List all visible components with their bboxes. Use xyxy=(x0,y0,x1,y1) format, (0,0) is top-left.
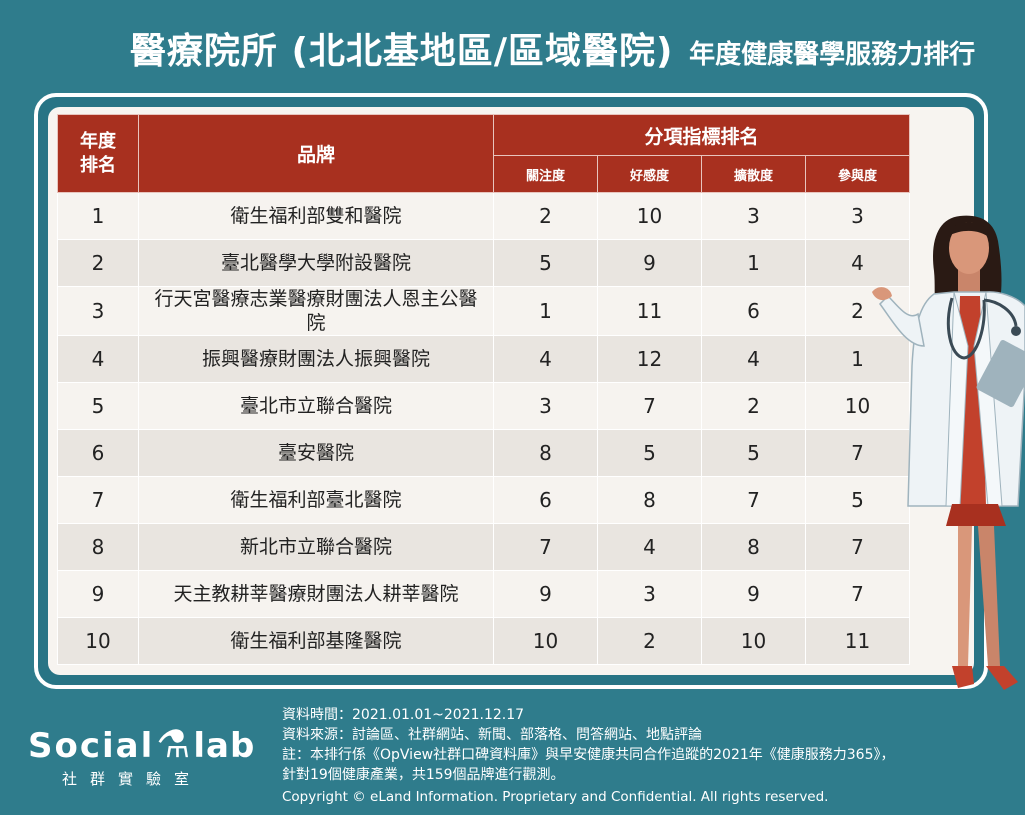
cell-brand: 臺安醫院 xyxy=(138,429,494,477)
cell-rank: 4 xyxy=(57,335,139,383)
cell-engagement: 1 xyxy=(804,335,911,383)
copyright: Copyright © eLand Information. Proprieta… xyxy=(282,789,829,805)
logo-name: Social⚗lab xyxy=(28,722,256,766)
cell-engagement: 10 xyxy=(804,382,911,430)
cell-rank: 2 xyxy=(57,239,139,287)
header-spread: 擴散度 xyxy=(701,155,806,193)
header-engagement: 參與度 xyxy=(804,155,911,193)
cell-favorability: 4 xyxy=(597,523,702,571)
page-title: 醫療院所 (北北基地區/區域醫院) 年度健康醫學服務力排行 xyxy=(0,22,1025,74)
cell-rank: 7 xyxy=(57,476,139,524)
cell-engagement: 7 xyxy=(804,570,911,618)
cell-rank: 1 xyxy=(57,192,139,240)
header-sub-indicators: 分項指標排名 xyxy=(492,114,911,156)
footnotes: 資料時間：2021.01.01~2021.12.17 資料來源：討論區、社群網站… xyxy=(282,705,894,807)
cell-spread: 5 xyxy=(701,429,806,477)
cell-rank: 9 xyxy=(57,570,139,618)
data-source: 資料來源：討論區、社群網站、新聞、部落格、問答網站、地點評論 xyxy=(282,727,702,743)
cell-favorability: 10 xyxy=(597,192,702,240)
cell-engagement: 11 xyxy=(804,617,911,665)
header-rank-line1: 年度 xyxy=(80,130,116,152)
cell-engagement: 7 xyxy=(804,523,911,571)
cell-attention: 4 xyxy=(493,335,598,383)
table-row: 10 衛生福利部基隆醫院 10 2 10 11 xyxy=(57,617,911,665)
cell-engagement: 4 xyxy=(804,239,911,287)
cell-spread: 8 xyxy=(701,523,806,571)
cell-favorability: 5 xyxy=(597,429,702,477)
cell-attention: 10 xyxy=(493,617,598,665)
table-row: 9 天主教耕莘醫療財團法人耕莘醫院 9 3 9 7 xyxy=(57,570,911,618)
cell-favorability: 12 xyxy=(597,335,702,383)
header-rank-line2: 排名 xyxy=(80,154,116,176)
cell-spread: 3 xyxy=(701,192,806,240)
title-sub: 年度健康醫學服務力排行 xyxy=(689,40,976,70)
note-line-2: 針對19個健康產業，共159個品牌進行觀測。 xyxy=(282,767,565,783)
note-line-1: 註：本排行係《OpView社群口碑資料庫》與早安健康共同合作追蹤的2021年《健… xyxy=(282,747,895,763)
cell-brand: 臺北醫學大學附設醫院 xyxy=(138,239,494,287)
table-row: 1 衛生福利部雙和醫院 2 10 3 3 xyxy=(57,192,911,240)
cell-favorability: 9 xyxy=(597,239,702,287)
table-row: 2 臺北醫學大學附設醫院 5 9 1 4 xyxy=(57,239,911,287)
cell-attention: 9 xyxy=(493,570,598,618)
cell-favorability: 8 xyxy=(597,476,702,524)
cell-attention: 2 xyxy=(493,192,598,240)
cell-rank: 10 xyxy=(57,617,139,665)
table-row: 8 新北市立聯合醫院 7 4 8 7 xyxy=(57,523,911,571)
cell-spread: 2 xyxy=(701,382,806,430)
cell-attention: 7 xyxy=(493,523,598,571)
cell-attention: 3 xyxy=(493,382,598,430)
cell-favorability: 11 xyxy=(597,286,702,336)
social-lab-logo: Social⚗lab 社群實驗室 xyxy=(28,722,258,789)
cell-attention: 5 xyxy=(493,239,598,287)
cell-rank: 6 xyxy=(57,429,139,477)
cell-brand: 臺北市立聯合醫院 xyxy=(138,382,494,430)
cell-brand: 衛生福利部基隆醫院 xyxy=(138,617,494,665)
table-row: 3 行天宮醫療志業醫療財團法人恩主公醫院 1 11 6 2 xyxy=(57,286,911,336)
cell-spread: 9 xyxy=(701,570,806,618)
table-row: 4 振興醫療財團法人振興醫院 4 12 4 1 xyxy=(57,335,911,383)
header-brand: 品牌 xyxy=(138,114,494,193)
data-period: 資料時間：2021.01.01~2021.12.17 xyxy=(282,707,525,723)
cell-spread: 1 xyxy=(701,239,806,287)
cell-brand: 衛生福利部臺北醫院 xyxy=(138,476,494,524)
cell-brand: 新北市立聯合醫院 xyxy=(138,523,494,571)
title-main: 醫療院所 (北北基地區/區域醫院) xyxy=(129,31,674,72)
cell-favorability: 3 xyxy=(597,570,702,618)
cell-brand: 振興醫療財團法人振興醫院 xyxy=(138,335,494,383)
cell-engagement: 5 xyxy=(804,476,911,524)
cell-brand: 天主教耕莘醫療財團法人耕莘醫院 xyxy=(138,570,494,618)
cell-attention: 8 xyxy=(493,429,598,477)
table-row: 5 臺北市立聯合醫院 3 7 2 10 xyxy=(57,382,911,430)
cell-spread: 6 xyxy=(701,286,806,336)
table-row: 7 衛生福利部臺北醫院 6 8 7 5 xyxy=(57,476,911,524)
cell-spread: 4 xyxy=(701,335,806,383)
cell-spread: 10 xyxy=(701,617,806,665)
cell-brand: 衛生福利部雙和醫院 xyxy=(138,192,494,240)
cell-engagement: 7 xyxy=(804,429,911,477)
header-favorability: 好感度 xyxy=(597,155,702,193)
cell-rank: 8 xyxy=(57,523,139,571)
cell-rank: 5 xyxy=(57,382,139,430)
cell-brand: 行天宮醫療志業醫療財團法人恩主公醫院 xyxy=(138,286,494,336)
cell-spread: 7 xyxy=(701,476,806,524)
ranking-table: 年度 排名 品牌 分項指標排名 關注度 好感度 擴散度 參與度 1 衛生福利部雙和… xyxy=(57,114,911,665)
header-rank: 年度 排名 xyxy=(57,114,139,193)
cell-attention: 6 xyxy=(493,476,598,524)
cell-rank: 3 xyxy=(57,286,139,336)
doctor-illustration xyxy=(872,215,1025,690)
table-row: 6 臺安醫院 8 5 5 7 xyxy=(57,429,911,477)
header-attention: 關注度 xyxy=(493,155,598,193)
cell-favorability: 2 xyxy=(597,617,702,665)
cell-favorability: 7 xyxy=(597,382,702,430)
cell-attention: 1 xyxy=(493,286,598,336)
logo-subtitle: 社群實驗室 xyxy=(62,770,203,788)
